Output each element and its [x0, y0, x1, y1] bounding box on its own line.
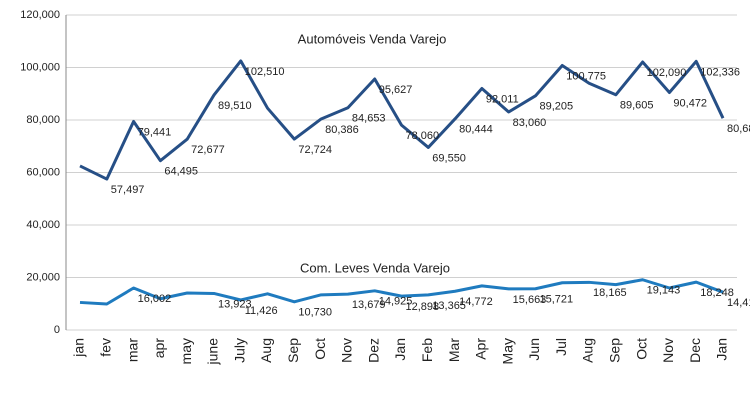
value-label: 102,090 [647, 67, 687, 79]
value-label: 79,441 [138, 126, 172, 138]
value-label: 10,730 [298, 307, 332, 319]
value-label: 64,495 [164, 166, 198, 178]
x-tick-label: fev [97, 338, 113, 357]
x-tick-label: Dec [687, 338, 703, 363]
value-label: 18,165 [593, 287, 627, 299]
value-label: 12,898 [406, 301, 440, 313]
value-label: 100,775 [566, 70, 606, 82]
x-tick-label: July [231, 338, 247, 363]
value-label: 72,724 [298, 144, 332, 156]
y-tick-label: 120,000 [20, 9, 60, 21]
value-label: 15,663 [513, 294, 547, 306]
value-label: 80,689 [727, 123, 750, 135]
series-line [79, 278, 724, 306]
annotation: Automóveis Venda Varejo [298, 31, 447, 46]
x-tick-label: Jan [392, 338, 408, 361]
x-tick-label: Feb [419, 338, 435, 362]
value-label: 80,444 [459, 124, 493, 136]
y-tick-label: 20,000 [26, 271, 60, 283]
x-tick-label: Jun [526, 338, 542, 361]
x-tick-label: Jul [553, 338, 569, 356]
value-label: 72,677 [191, 144, 225, 156]
x-tick-label: Apr [473, 338, 489, 360]
value-label: 69,550 [432, 152, 466, 164]
value-label: 102,510 [245, 66, 285, 78]
value-label: 13,923 [218, 298, 252, 310]
value-label: 89,510 [218, 100, 252, 112]
value-label: 19,143 [647, 285, 681, 297]
x-tick-label: Sep [285, 338, 301, 363]
x-tick-label: Jan [714, 338, 730, 361]
value-label: 89,605 [620, 100, 654, 112]
value-label: 14,925 [379, 296, 413, 308]
value-label: 83,060 [513, 117, 547, 129]
value-label: 84,653 [352, 113, 386, 125]
x-tick-label: Sep [607, 338, 623, 363]
value-label: 16,002 [138, 293, 172, 305]
value-label: 80,386 [325, 124, 359, 136]
x-tick-label: jan [71, 338, 87, 358]
value-label: 90,472 [673, 97, 707, 109]
x-tick-label: Dez [365, 338, 381, 363]
x-tick-label: mar [124, 338, 140, 362]
value-label: 13,365 [432, 300, 466, 312]
x-tick-label: june [205, 338, 221, 366]
value-label: 89,205 [539, 101, 573, 113]
x-tick-label: may [178, 338, 194, 364]
value-label: 102,336 [700, 66, 740, 78]
value-label: 95,627 [379, 84, 413, 96]
series-line [79, 59, 725, 181]
x-tick-label: Nov [339, 338, 355, 363]
value-label: 11,426 [245, 305, 278, 317]
value-label: 14,414 [727, 297, 750, 309]
value-label: 57,497 [111, 184, 145, 196]
y-tick-label: 0 [54, 324, 60, 336]
x-tick-label: Aug [258, 338, 274, 363]
y-tick-label: 100,000 [20, 61, 60, 73]
value-label: 92,011 [486, 93, 519, 105]
y-tick-label: 80,000 [26, 114, 60, 126]
value-label: 13,679 [352, 299, 386, 311]
value-label: 78,060 [406, 130, 440, 142]
value-label: 14,772 [459, 296, 493, 308]
x-tick-label: Aug [580, 338, 596, 363]
x-tick-label: Nov [660, 338, 676, 363]
x-tick-label: Mar [446, 338, 462, 362]
x-tick-label: May [499, 338, 515, 364]
annotation: Com. Leves Venda Varejo [300, 260, 450, 275]
y-tick-label: 40,000 [26, 219, 60, 231]
y-tick-label: 60,000 [26, 166, 60, 178]
value-label: 15,721 [539, 294, 573, 306]
x-tick-label: apr [151, 338, 167, 359]
value-label: 18,248 [700, 287, 734, 299]
x-tick-label: Oct [312, 338, 328, 360]
x-tick-label: Oct [633, 338, 649, 360]
